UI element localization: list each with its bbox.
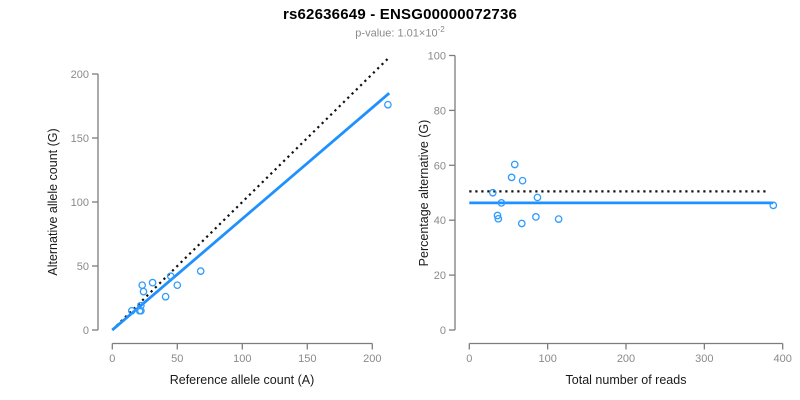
data-point [494,214,503,223]
x-tick-label: 300 [695,353,713,365]
y-tick-label: 80 [434,105,446,117]
y-tick-label: 40 [434,215,446,227]
y-tick-label: 20 [434,270,446,282]
data-point [137,301,145,310]
pvalue-text: p-value: 1.01×10 [355,27,438,40]
x-tick-label: 0 [466,353,472,365]
data-point [173,281,182,290]
data-point [384,100,392,109]
x-tick-label: 200 [617,353,635,365]
x-tick-label: 100 [233,353,251,365]
y-tick-label: 150 [71,133,89,145]
y-tick-label: 0 [83,325,89,337]
y-tick-label: 100 [428,51,446,63]
y-tick-label: 50 [77,261,89,273]
data-point [148,278,157,287]
y-axis-title: Percentage alternative (G) [417,120,431,267]
data-point [493,211,502,220]
x-tick-label: 400 [774,353,792,365]
y-axis-title: Alternative allele count (G) [46,128,60,275]
data-point [510,160,519,169]
y-tick-label: 100 [71,197,89,209]
data-point [517,219,526,228]
data-point [139,287,148,296]
page-title: rs62636649 - ENSG00000072736 [282,6,518,23]
data-point [532,213,540,221]
x-tick-label: 150 [298,353,316,365]
x-tick-label: 50 [171,353,183,365]
data-point [138,281,147,290]
y-tick-label: 60 [434,160,446,172]
fit-line [111,92,391,332]
y-tick-label: 200 [71,69,89,81]
data-point [161,292,170,301]
data-point [769,201,778,210]
data-point [137,306,145,315]
pvalue-exponent: -2 [437,25,445,34]
data-point [497,199,506,207]
data-point [127,306,136,315]
right-panel: 0 20 40 60 80 100 0 100 200 300 400 Total number of… [417,51,792,388]
data-point [507,173,516,182]
data-point [166,272,175,281]
pvalue-subtitle: p-value: 1.01×10-2 [0,25,800,40]
data-point [488,188,497,197]
x-tick-label: 200 [363,353,381,365]
x-tick-label: 0 [109,353,115,365]
x-axis-title: Reference allele count (A) [170,373,315,387]
y-tick-label: 0 [440,325,446,337]
data-point [518,176,527,185]
x-axis-title: Total number of reads [566,373,687,387]
left-panel: 0 50 100 150 200 0 50 100 150 200 Reference allele… [46,57,392,387]
data-point [196,267,205,275]
x-tick-label: 100 [538,353,556,365]
identity-line [111,57,389,331]
data-point [533,193,542,202]
data-point [554,215,563,223]
